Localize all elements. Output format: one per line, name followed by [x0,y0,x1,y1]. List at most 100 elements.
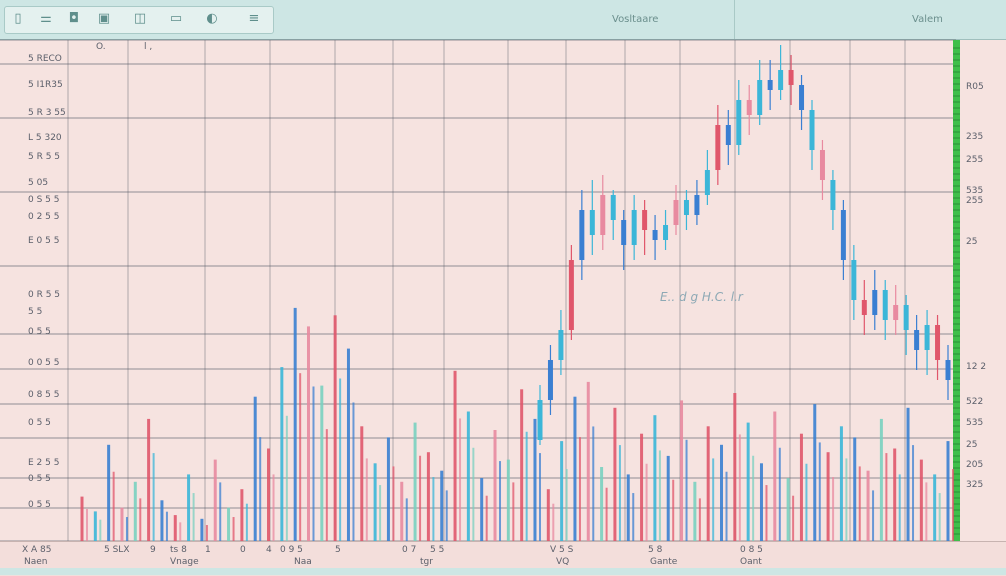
candle-body [610,195,616,220]
volume-bar [179,522,182,541]
y-tick-label: L 5 320 [28,133,62,143]
volume-bar [293,307,297,541]
y-tick-label: 0 R 5 5 [28,290,61,300]
tab-valem[interactable]: Valem [912,14,943,25]
volume-bar [346,348,350,541]
candle-body [788,70,794,85]
volume-bar [786,478,790,541]
volume-bar [538,453,541,541]
x-tick-label: 0 7 [402,545,417,555]
volume-bar [320,385,324,541]
x-sublabel: Oant [740,557,762,567]
candle-body [673,200,679,225]
volume-bar [752,455,755,541]
layout-icon[interactable]: ▣ [97,11,111,26]
bottom-strip [0,568,1006,575]
x-tick-label: X A 85 [22,545,52,555]
y-tick-label: 0 2 5 5 [28,212,60,222]
volume-bar [165,511,168,541]
volume-bar [893,448,897,541]
volume-bar [666,455,670,541]
volume-bar [205,525,208,541]
volume-bar [885,453,888,541]
y-tick-label: 535 [966,418,984,428]
volume-bar [333,315,337,541]
volume-bar [306,326,310,541]
candle-body [840,210,846,260]
volume-bar [938,493,941,541]
volume-bar [738,434,741,541]
x-tick-label: V 5 S [550,545,574,555]
volume-bar [525,431,528,541]
volume-bar [672,479,675,541]
x-sublabel: Naen [24,557,48,567]
x-sublabel: tgr [420,557,433,567]
volume-bar [805,463,808,541]
candle-body [945,360,951,380]
toolbar-group: ▯ ⚌ ◘ ▣ ◫ ▭ ◐ ≡ [4,6,274,34]
volume-bar [759,463,763,541]
indicator-icon[interactable]: ◘ [68,11,80,26]
volume-bar [872,490,875,541]
chart-type-icon[interactable]: ⚌ [40,11,52,26]
panel-icon[interactable]: ▯ [14,11,22,26]
volume-bar [152,453,155,541]
volume-bar [792,495,795,541]
x-tick-label: 0 8 5 [740,545,763,555]
watermark: E.. d g H.C. l.r [660,290,743,304]
candle-body [725,125,731,145]
candle-body [547,360,553,400]
volume-bar [952,469,954,541]
volume-bar [653,415,657,541]
settings-icon[interactable]: ≡ [248,11,260,26]
y-tick-label: E 2 5 5 [28,458,60,468]
y-tick-label: 255 [966,196,984,206]
volume-bar [645,463,648,541]
volume-bar [466,411,470,541]
volume-bar [80,496,84,541]
candle-body [568,260,574,330]
x-tick-label: 0 9 5 [280,545,303,555]
volume-bar [232,517,235,541]
y-tick-label: 0 0 5 5 [28,358,60,368]
volume-bar [325,429,328,541]
y-tick-label: 5 05 [28,178,49,188]
y-tick-label: 25 [966,237,978,247]
candle-body [767,80,773,90]
candle-body [935,325,941,360]
volume-bar [746,422,750,541]
volume-bar [200,518,204,541]
y-tick-label: 12 2 [966,362,987,372]
x-tick-label: 1 [205,545,211,555]
template-icon[interactable]: ▭ [169,11,183,26]
top-toolbar: ▯ ⚌ ◘ ▣ ◫ ▭ ◐ ≡ Vosltaare Valem [0,0,1006,40]
volume-bar [632,493,635,541]
volume-bar [400,481,404,541]
compare-icon[interactable]: ◫ [133,11,147,26]
y-tick-label: 522 [966,397,984,407]
volume-bar [259,437,262,541]
volume-bar [360,426,364,541]
y-tick-label: 325 [966,480,984,490]
x-sublabel: Vnage [170,557,199,567]
volume-bar [379,485,382,541]
tab-vosltaare[interactable]: Vosltaare [612,14,659,25]
volume-bar [933,474,937,541]
volume-bar [720,444,724,541]
volume-bar [173,515,177,541]
candle-body [600,195,606,235]
candle-body [882,290,888,320]
refresh-icon[interactable]: ◐ [206,11,218,26]
volume-bar [187,474,191,541]
volume-bar [919,459,923,541]
volume-bar [565,469,568,541]
y-tick-label: 5 R 5 5 [28,152,61,162]
y-tick-label: 255 [966,155,984,165]
y-tick-label: 0 5 5 [28,474,51,484]
volume-bar [552,503,555,541]
volume-bar [267,448,271,541]
volume-bar [853,437,857,541]
volume-bar [432,477,435,541]
candle-body [893,305,899,320]
